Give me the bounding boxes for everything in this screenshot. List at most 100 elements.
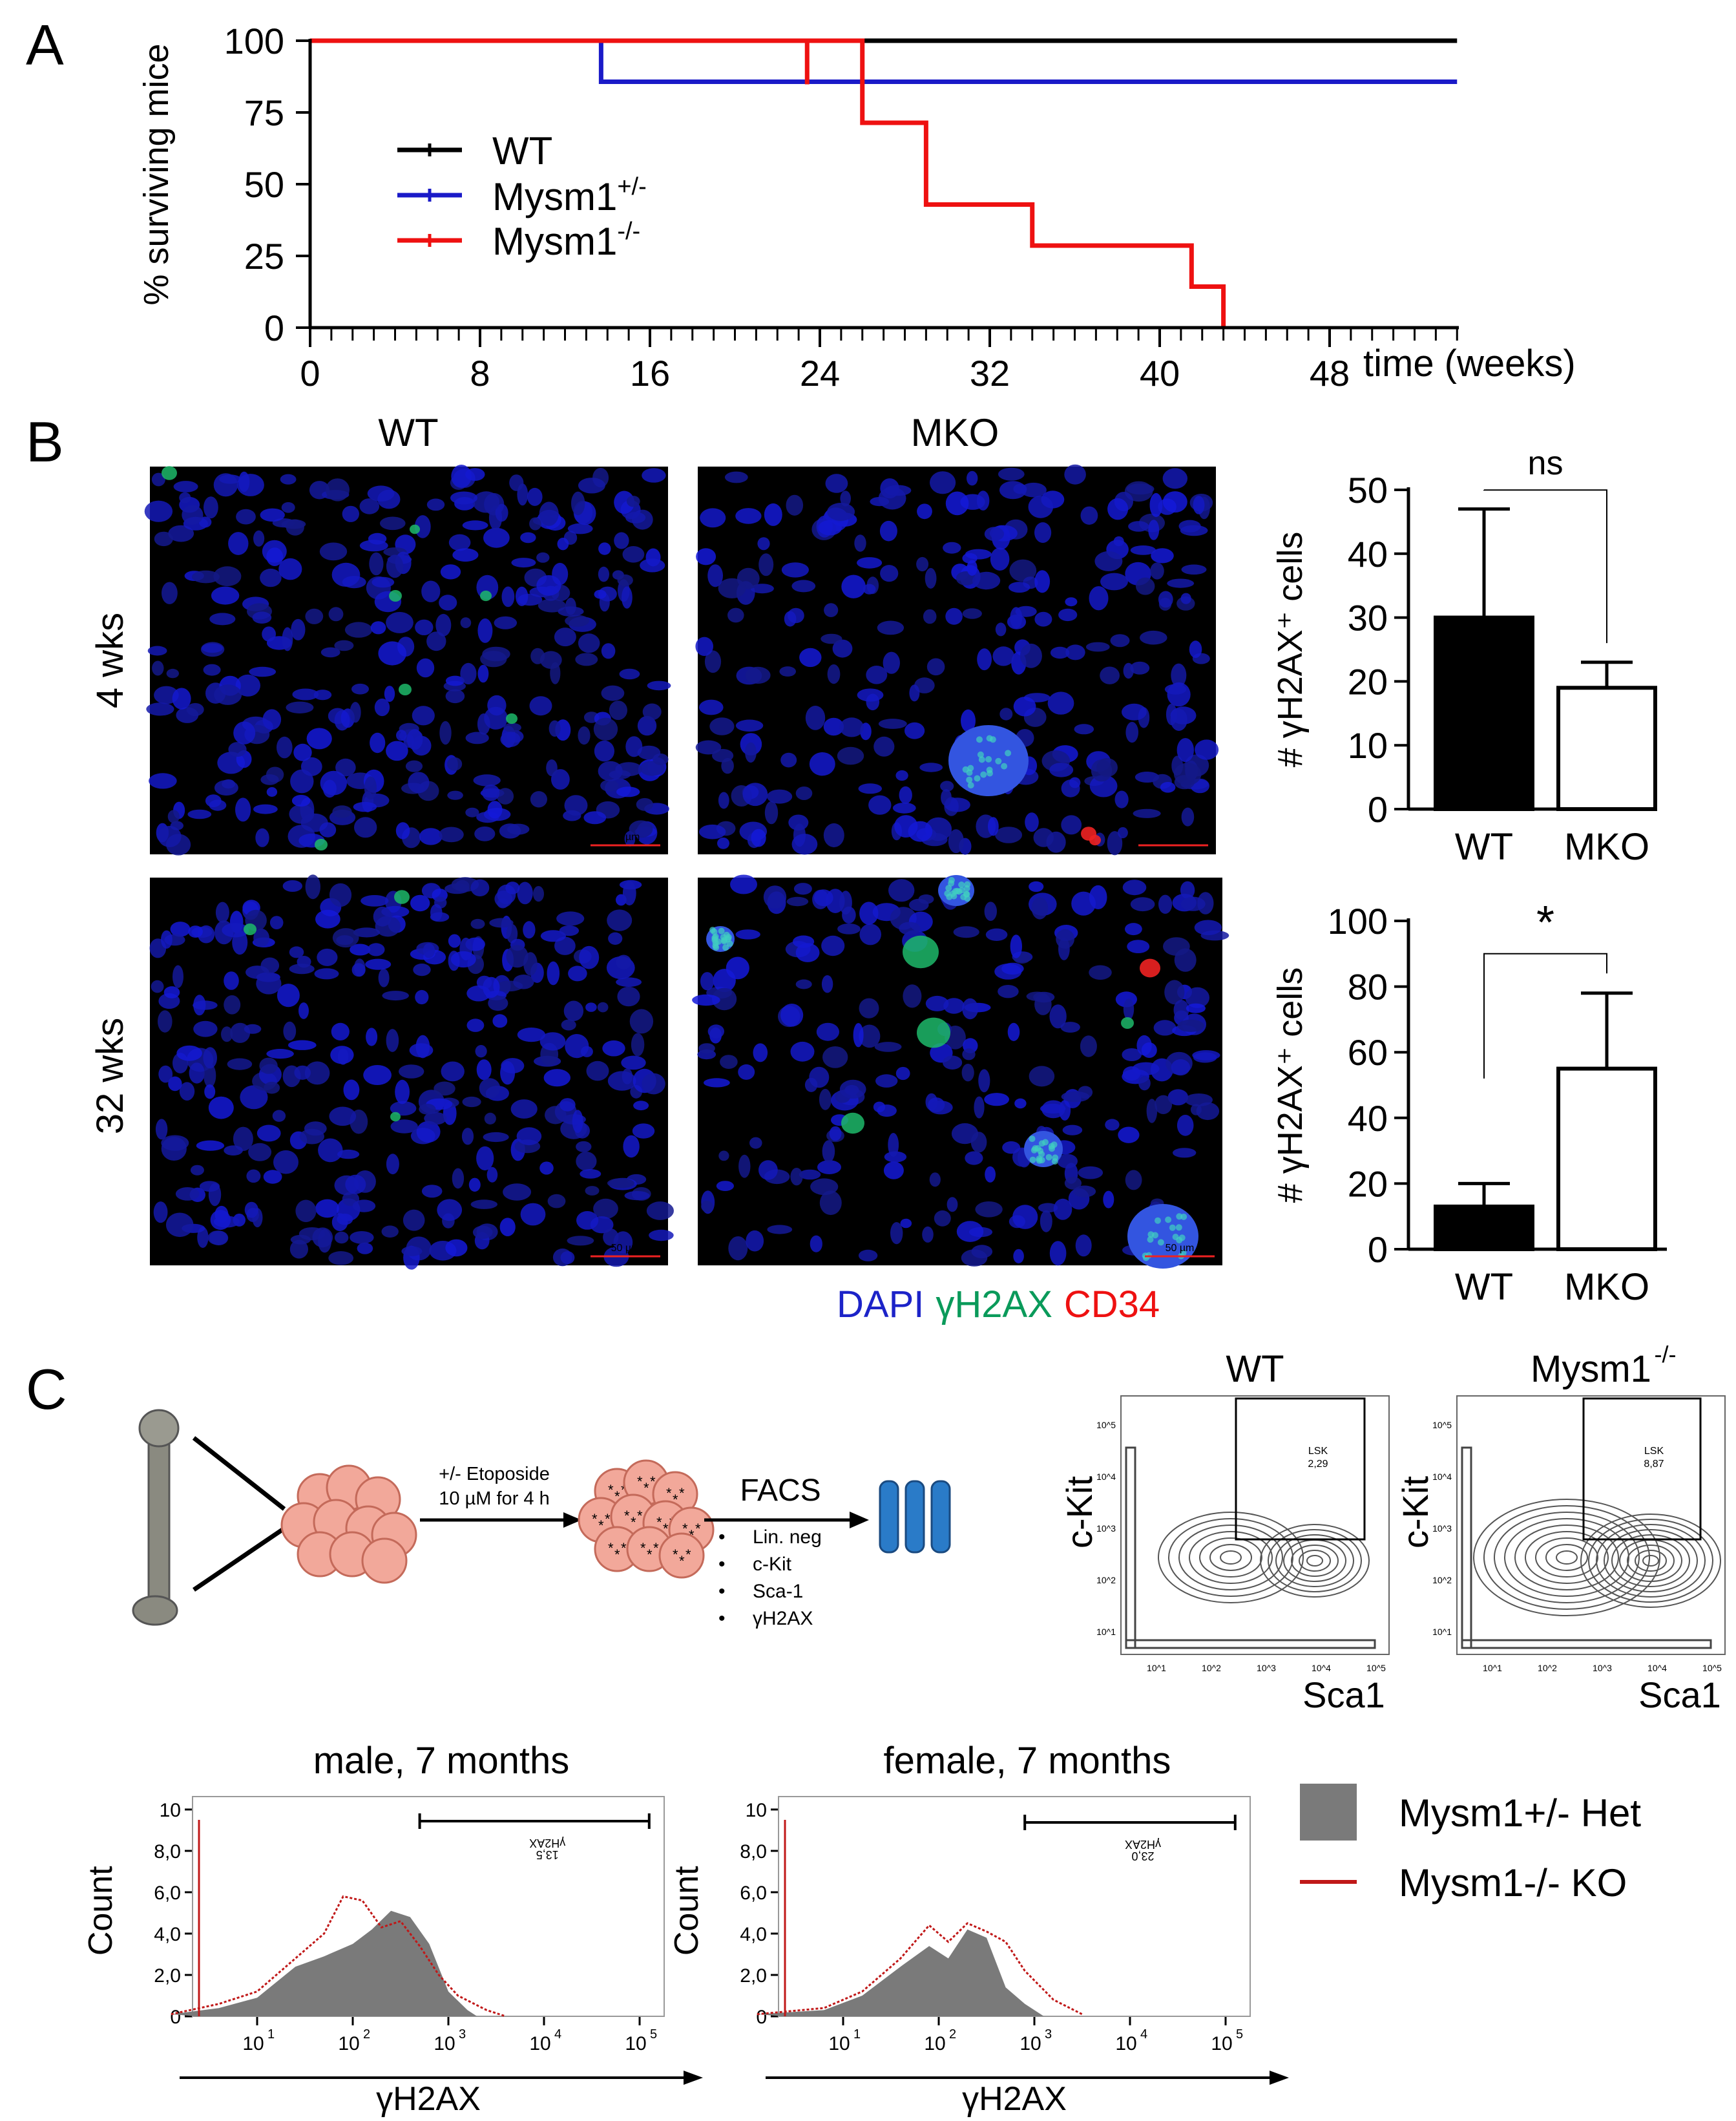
damage-mark: * (637, 1473, 643, 1490)
nucleus (767, 1225, 793, 1234)
nucleus (179, 1082, 195, 1101)
nucleus (441, 1061, 465, 1082)
nucleus (288, 1040, 317, 1050)
marker-bullet-1: • (718, 1526, 726, 1548)
bar-mko (1556, 686, 1657, 812)
gh2ax-foci (1042, 1139, 1049, 1146)
gh2ax-foci (966, 776, 973, 783)
damage-mark: * (598, 1517, 604, 1534)
bar-y-tick-label: 0 (1368, 789, 1388, 830)
nucleus (640, 558, 665, 573)
nucleus (945, 491, 969, 516)
legend-het-label: Mysm1+/- (492, 173, 647, 218)
nucleus (883, 651, 901, 674)
nucleus (642, 468, 666, 483)
nucleus (289, 1240, 308, 1259)
nucleus (343, 1079, 360, 1101)
panel-label-a: A (26, 13, 64, 77)
nucleus (1110, 634, 1130, 648)
nucleus (1186, 1003, 1206, 1013)
nucleus (158, 1010, 173, 1033)
nucleus (786, 896, 809, 907)
damage-mark: * (608, 1482, 614, 1498)
nucleus (353, 801, 377, 812)
nucleus (1031, 897, 1049, 920)
nucleus (854, 534, 866, 552)
nucleus (712, 987, 737, 1011)
micrograph-row-4wks: 4 wks (89, 613, 131, 708)
nucleus (470, 918, 485, 929)
nucleus (791, 834, 818, 855)
nucleus (1180, 593, 1191, 604)
nucleus (516, 1127, 542, 1146)
nucleus (495, 503, 508, 522)
gh2ax-spot (903, 935, 939, 969)
nucleus (923, 609, 937, 624)
histogram-x-tick-label: 10 (242, 2033, 264, 2054)
bar-y-tick-label: 0 (1368, 1229, 1388, 1270)
nucleus (149, 773, 177, 789)
histogram-x-tick-label: 10 (924, 2033, 945, 2054)
nucleus (827, 664, 841, 684)
nucleus (998, 985, 1019, 998)
bar-y-tick-label: 40 (1348, 534, 1388, 575)
nucleus (701, 1200, 713, 1212)
stain-dapi: DAPI (837, 1283, 924, 1325)
nucleus (1123, 998, 1135, 1020)
gh2ax-foci (1180, 1213, 1187, 1220)
nucleus (155, 1119, 168, 1140)
nucleus (530, 648, 545, 664)
histogram-x-arrow-head (1270, 2071, 1289, 2085)
nucleus (579, 945, 600, 969)
nucleus (858, 1249, 878, 1261)
nucleus (928, 1101, 953, 1115)
nucleus (439, 595, 457, 611)
nucleus (161, 1137, 187, 1161)
facs-contour (1199, 1537, 1262, 1578)
nucleus (1170, 708, 1187, 731)
nucleus (477, 664, 489, 683)
nucleus (1117, 827, 1128, 839)
nucleus (380, 516, 406, 531)
survival-lines (310, 38, 1458, 328)
survival-x-tick-label: 0 (300, 353, 320, 394)
bar-y-tick-label: 10 (1348, 725, 1388, 766)
tubes-icon (879, 1480, 951, 1554)
nucleus (817, 1160, 841, 1174)
nucleus (880, 565, 899, 582)
nucleus (735, 719, 764, 732)
damage-mark: * (653, 1540, 659, 1556)
nucleus (576, 1152, 597, 1171)
nucleus (946, 1197, 958, 1212)
nucleus (337, 1048, 349, 1065)
nucleus (859, 902, 879, 925)
facs-y-label: c-Kit (1395, 1476, 1436, 1548)
histogram-frame (778, 1796, 1251, 2017)
nucleus (943, 542, 961, 554)
nucleus (486, 1166, 498, 1183)
nucleus (614, 491, 634, 514)
nucleus (622, 546, 645, 563)
nucleus (565, 1034, 589, 1059)
nucleus (272, 1110, 286, 1122)
nucleus (617, 574, 633, 586)
nucleus (466, 1018, 485, 1032)
histogram-x-tick-label: 10 (1020, 2033, 1041, 2054)
survival-line-2 (310, 38, 1226, 328)
nucleus (609, 701, 628, 721)
nucleus (472, 1225, 493, 1240)
nucleus (1167, 1089, 1189, 1106)
bar-y-tick-label: 20 (1348, 1163, 1388, 1204)
nucleus (278, 558, 302, 580)
nucleus (1089, 775, 1118, 797)
nucleus (395, 822, 410, 839)
nucleus (378, 641, 406, 666)
nucleus (320, 770, 347, 796)
facs-contour (1275, 1534, 1354, 1587)
nucleus (853, 1023, 864, 1048)
nucleus (315, 909, 340, 929)
nucleus (961, 1064, 974, 1082)
nucleus (277, 736, 293, 759)
nucleus (505, 881, 520, 894)
